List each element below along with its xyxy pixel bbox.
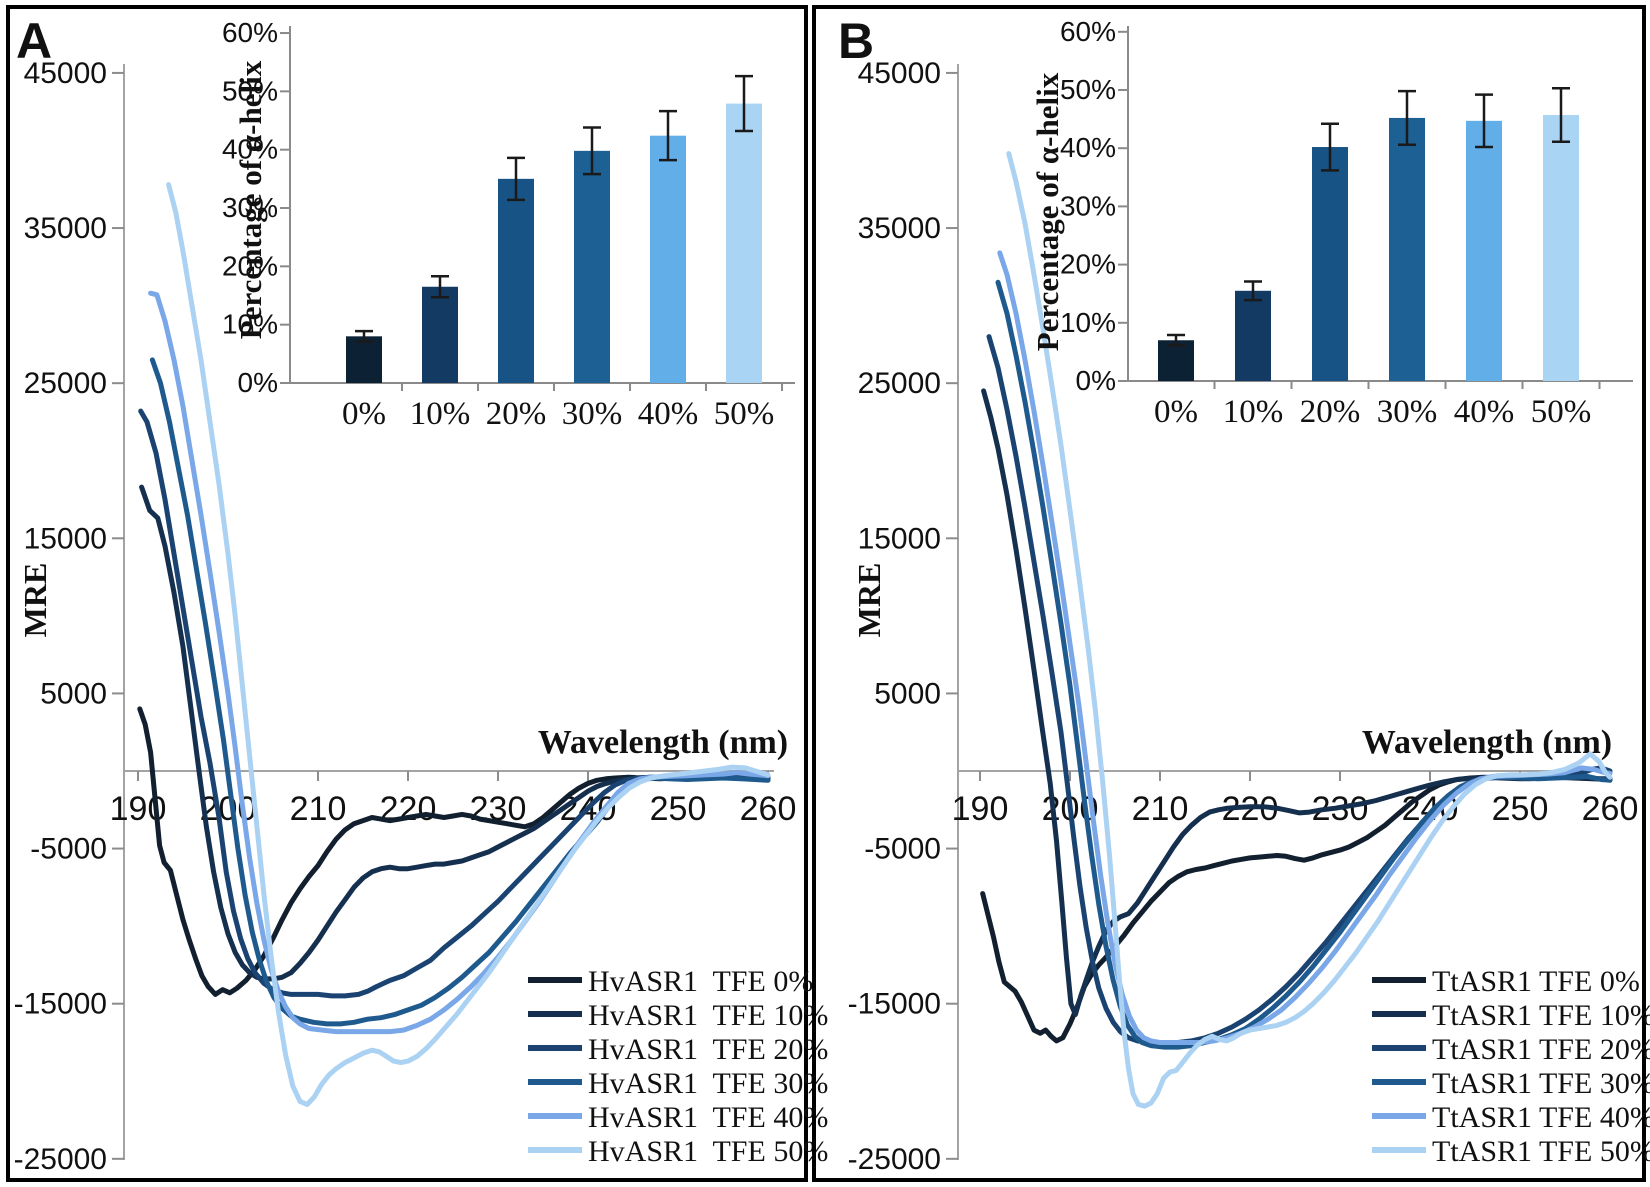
inset-y-tick-label: 50% [222, 75, 278, 106]
inset-y-tick-label: 30% [1060, 190, 1116, 221]
helix-bar-10pct [422, 286, 458, 383]
legend-label: TtASR1 TFE 10% [1432, 999, 1650, 1032]
y-tick-label: -5000 [30, 833, 107, 866]
helix-bar-20pct [498, 178, 534, 383]
helix-bar-30pct [574, 150, 610, 383]
inset-y-tick-label: 60% [222, 17, 278, 48]
inset-category-label: 20% [1300, 394, 1361, 430]
y-tick-label: 45000 [858, 57, 941, 90]
inset-category-label: 0% [1154, 394, 1198, 430]
spectrum-line-hvasr1-tfe-0- [137, 706, 771, 997]
inset-category-label: 40% [638, 396, 699, 432]
inset-y-tick-label: 50% [1060, 74, 1116, 105]
inset-y-tick-label: 40% [222, 134, 278, 165]
inset-y-axis-title: Percentage of α-helix [1030, 72, 1065, 351]
inset-y-tick-label: 0% [238, 367, 278, 398]
legend-label: TtASR1 TFE 50% [1432, 1135, 1650, 1168]
inset-category-label: 30% [562, 396, 623, 432]
inset-y-tick-label: 40% [1060, 132, 1116, 163]
y-tick-label: -25000 [14, 1143, 107, 1176]
panel-letter-b: B [838, 13, 874, 69]
helix-bar-10pct [1235, 290, 1271, 381]
helix-bar-30pct [1389, 117, 1425, 381]
helix-bar-40pct [1466, 120, 1502, 381]
helix-bar-0pct [346, 336, 382, 383]
legend-label: TtASR1 TFE 30% [1432, 1067, 1650, 1100]
x-axis-title: Wavelength (nm) [1362, 724, 1612, 761]
y-tick-label: -15000 [848, 988, 941, 1021]
x-tick-label: 260 [1582, 790, 1639, 828]
legend-label: HvASR1 TFE 10% [588, 999, 828, 1032]
y-axis-title: MRE [17, 563, 53, 638]
inset-category-label: 50% [1531, 394, 1592, 430]
helix-bar-40pct [650, 135, 686, 383]
inset-y-tick-label: 20% [1060, 249, 1116, 280]
spectrum-line-hvasr1-tfe-10- [139, 484, 771, 982]
spectrum-line-ttasr1-tfe-50- [1006, 151, 1613, 1109]
x-tick-label: 210 [290, 790, 347, 828]
x-tick-label: 250 [650, 790, 707, 828]
spectrum-line-hvasr1-tfe-40- [148, 290, 771, 1035]
panel-border-b [812, 5, 1646, 1182]
inset-category-label: 0% [342, 396, 386, 432]
inset-category-label: 20% [486, 396, 547, 432]
inset-y-axis-title: Percentage of α-helix [233, 60, 268, 339]
helix-bar-50pct [726, 103, 762, 383]
x-tick-label: 260 [740, 790, 797, 828]
inset-y-tick-label: 10% [222, 309, 278, 340]
x-axis-title: Wavelength (nm) [538, 724, 788, 761]
inset-y-tick-label: 0% [1076, 365, 1116, 396]
spectrum-line-hvasr1-tfe-20- [138, 408, 771, 999]
legend-label: TtASR1 TFE 20% [1432, 1033, 1650, 1066]
legend-label: HvASR1 TFE 20% [588, 1033, 828, 1066]
helix-bar-0pct [1158, 340, 1194, 381]
y-tick-label: 35000 [24, 212, 107, 245]
inset-category-label: 40% [1454, 394, 1515, 430]
inset-category-label: 30% [1377, 394, 1438, 430]
legend-label: HvASR1 TFE 50% [588, 1135, 828, 1168]
inset-category-label: 50% [714, 396, 775, 432]
legend-label: HvASR1 TFE 40% [588, 1101, 828, 1134]
y-tick-label: -5000 [864, 833, 941, 866]
y-tick-label: 15000 [24, 522, 107, 555]
legend-label: HvASR1 TFE 30% [588, 1067, 828, 1100]
y-tick-label: 25000 [24, 367, 107, 400]
y-tick-label: 25000 [858, 367, 941, 400]
panel-border-a [6, 5, 808, 1182]
x-tick-label: 210 [1132, 790, 1189, 828]
inset-category-label: 10% [1223, 394, 1284, 430]
spectrum-line-ttasr1-tfe-0- [980, 774, 1613, 1044]
helix-bar-50pct [1543, 115, 1579, 381]
y-tick-label: -15000 [14, 988, 107, 1021]
x-tick-label: 190 [952, 790, 1009, 828]
helix-bar-20pct [1312, 147, 1348, 381]
y-axis-title: MRE [851, 563, 887, 638]
x-tick-label: 250 [1492, 790, 1549, 828]
inset-y-tick-label: 20% [222, 250, 278, 281]
legend-label: HvASR1 TFE 0% [588, 965, 813, 998]
inset-y-tick-label: 30% [222, 192, 278, 223]
y-tick-label: -25000 [848, 1143, 941, 1176]
panel-letter-a: A [16, 13, 52, 69]
spectrum-line-ttasr1-tfe-20- [986, 334, 1613, 1045]
y-tick-label: 5000 [874, 677, 941, 710]
y-tick-label: 35000 [858, 212, 941, 245]
y-tick-label: 45000 [24, 57, 107, 90]
inset-y-tick-label: 10% [1060, 307, 1116, 338]
legend-label: TtASR1 TFE 0% [1432, 965, 1640, 998]
y-tick-label: 5000 [40, 677, 107, 710]
y-tick-label: 15000 [858, 522, 941, 555]
legend-label: TtASR1 TFE 40% [1432, 1101, 1650, 1134]
inset-y-tick-label: 60% [1060, 16, 1116, 47]
spectrum-line-ttasr1-tfe-10- [981, 388, 1613, 1018]
inset-category-label: 10% [410, 396, 471, 432]
spectrum-line-hvasr1-tfe-50- [166, 182, 771, 1107]
